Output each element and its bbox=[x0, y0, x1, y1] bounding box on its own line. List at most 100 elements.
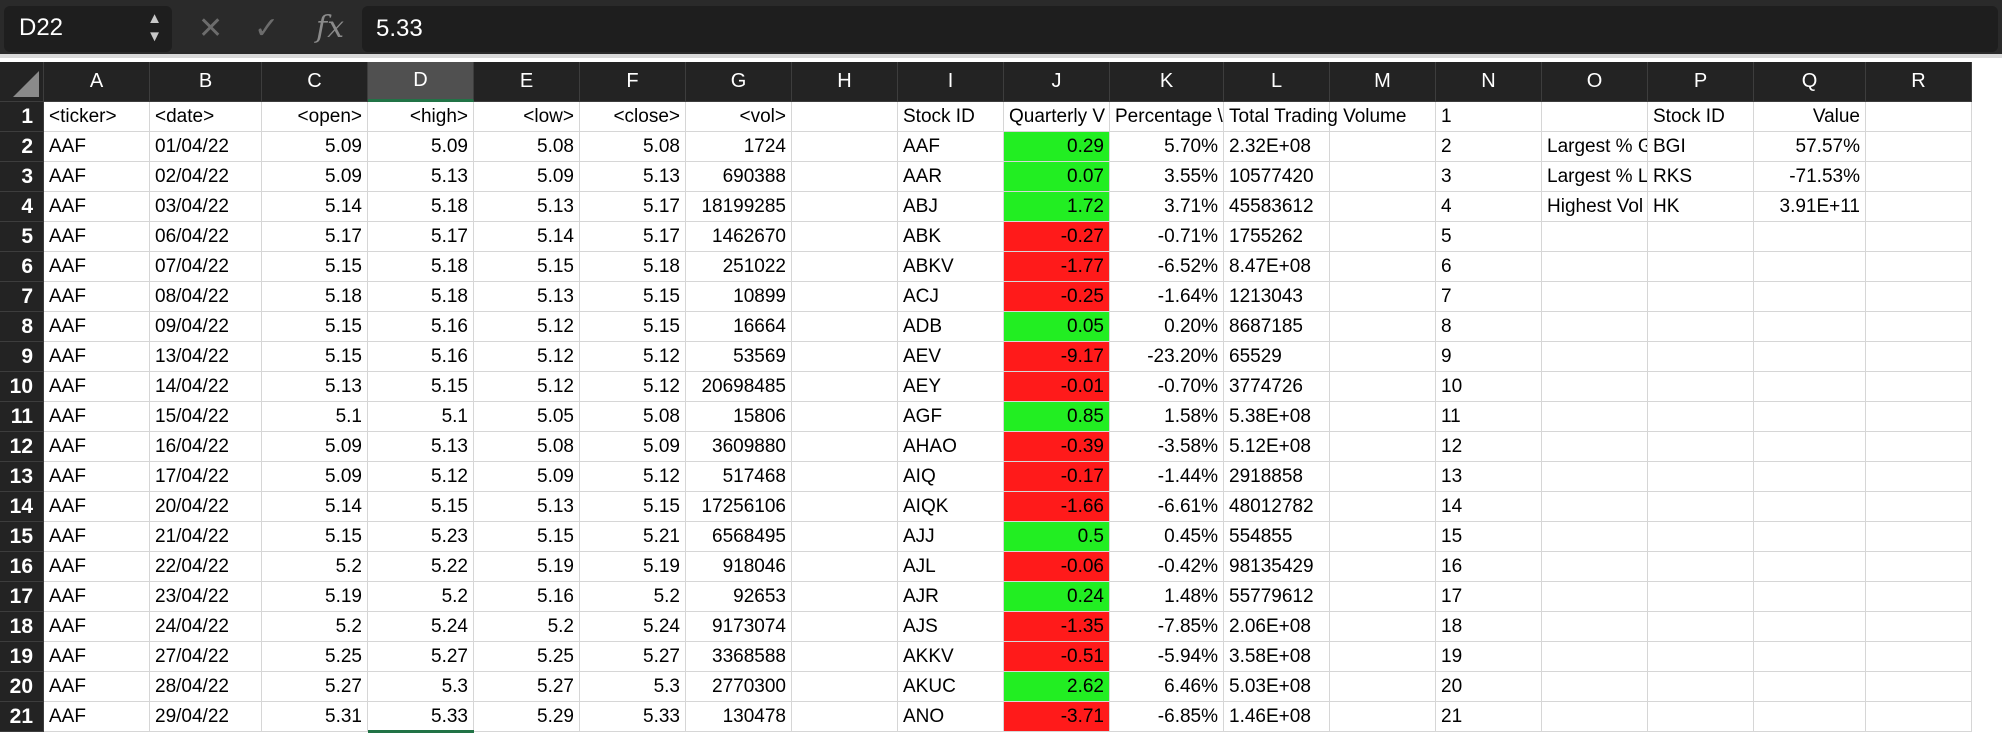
cell-q1[interactable]: Value bbox=[1754, 102, 1866, 132]
cell-l1[interactable]: Total Trading Volume bbox=[1224, 102, 1406, 132]
cell-h1[interactable] bbox=[792, 102, 898, 132]
cell-m5[interactable] bbox=[1330, 222, 1436, 252]
cell-n18[interactable]: 18 bbox=[1436, 612, 1542, 642]
cell-f4[interactable]: 5.17 bbox=[580, 192, 686, 222]
cell-j15[interactable]: 0.5 bbox=[1004, 522, 1110, 552]
cell-e14[interactable]: 5.13 bbox=[474, 492, 580, 522]
cell-f17[interactable]: 5.2 bbox=[580, 582, 686, 612]
cell-j18[interactable]: -1.35 bbox=[1004, 612, 1110, 642]
cell-r3[interactable] bbox=[1866, 162, 1972, 192]
row-header-16[interactable]: 16 bbox=[0, 552, 44, 582]
cell-f13[interactable]: 5.12 bbox=[580, 462, 686, 492]
cell-o2[interactable]: Largest % G bbox=[1542, 132, 1648, 162]
cell-h6[interactable] bbox=[792, 252, 898, 282]
cell-c9[interactable]: 5.15 bbox=[262, 342, 368, 372]
cell-j20[interactable]: 2.62 bbox=[1004, 672, 1110, 702]
cell-c10[interactable]: 5.13 bbox=[262, 372, 368, 402]
cell-l3[interactable]: 10577420 bbox=[1224, 162, 1330, 192]
cell-m16[interactable] bbox=[1330, 552, 1436, 582]
cell-a10[interactable]: AAF bbox=[44, 372, 150, 402]
cell-b5[interactable]: 06/04/22 bbox=[150, 222, 262, 252]
cell-d4[interactable]: 5.18 bbox=[368, 192, 474, 222]
cell-m19[interactable] bbox=[1330, 642, 1436, 672]
cell-p2[interactable]: BGI bbox=[1648, 132, 1754, 162]
cell-d17[interactable]: 5.2 bbox=[368, 582, 474, 612]
name-box[interactable]: D22 ▲ ▼ bbox=[4, 6, 172, 52]
cell-k3[interactable]: 3.55% bbox=[1110, 162, 1224, 192]
cell-c21[interactable]: 5.31 bbox=[262, 702, 368, 732]
cell-p12[interactable] bbox=[1648, 432, 1754, 462]
cell-i10[interactable]: AEY bbox=[898, 372, 1004, 402]
column-header-a[interactable]: A bbox=[44, 62, 150, 102]
cell-n5[interactable]: 5 bbox=[1436, 222, 1542, 252]
cell-g17[interactable]: 92653 bbox=[686, 582, 792, 612]
cell-d18[interactable]: 5.24 bbox=[368, 612, 474, 642]
cell-c18[interactable]: 5.2 bbox=[262, 612, 368, 642]
cell-l5[interactable]: 1755262 bbox=[1224, 222, 1330, 252]
cell-k7[interactable]: -1.64% bbox=[1110, 282, 1224, 312]
cell-b20[interactable]: 28/04/22 bbox=[150, 672, 262, 702]
cell-q3[interactable]: -71.53% bbox=[1754, 162, 1866, 192]
cell-h10[interactable] bbox=[792, 372, 898, 402]
cell-i14[interactable]: AIQK bbox=[898, 492, 1004, 522]
cell-r15[interactable] bbox=[1866, 522, 1972, 552]
cell-f8[interactable]: 5.15 bbox=[580, 312, 686, 342]
cell-r1[interactable] bbox=[1866, 102, 1972, 132]
cell-m18[interactable] bbox=[1330, 612, 1436, 642]
cell-r6[interactable] bbox=[1866, 252, 1972, 282]
row-header-13[interactable]: 13 bbox=[0, 462, 44, 492]
cell-f16[interactable]: 5.19 bbox=[580, 552, 686, 582]
row-header-12[interactable]: 12 bbox=[0, 432, 44, 462]
cell-c19[interactable]: 5.25 bbox=[262, 642, 368, 672]
cell-k6[interactable]: -6.52% bbox=[1110, 252, 1224, 282]
cell-h11[interactable] bbox=[792, 402, 898, 432]
cell-o20[interactable] bbox=[1542, 672, 1648, 702]
cell-i6[interactable]: ABKV bbox=[898, 252, 1004, 282]
cell-b11[interactable]: 15/04/22 bbox=[150, 402, 262, 432]
cell-e7[interactable]: 5.13 bbox=[474, 282, 580, 312]
cell-f3[interactable]: 5.13 bbox=[580, 162, 686, 192]
cell-d10[interactable]: 5.15 bbox=[368, 372, 474, 402]
cell-i2[interactable]: AAF bbox=[898, 132, 1004, 162]
cell-q20[interactable] bbox=[1754, 672, 1866, 702]
cell-e15[interactable]: 5.15 bbox=[474, 522, 580, 552]
cell-k12[interactable]: -3.58% bbox=[1110, 432, 1224, 462]
cell-p3[interactable]: RKS bbox=[1648, 162, 1754, 192]
cell-q8[interactable] bbox=[1754, 312, 1866, 342]
cell-j17[interactable]: 0.24 bbox=[1004, 582, 1110, 612]
cell-m1[interactable] bbox=[1330, 102, 1436, 132]
cell-r4[interactable] bbox=[1866, 192, 1972, 222]
cell-n15[interactable]: 15 bbox=[1436, 522, 1542, 552]
cell-j14[interactable]: -1.66 bbox=[1004, 492, 1110, 522]
cell-q10[interactable] bbox=[1754, 372, 1866, 402]
cell-c14[interactable]: 5.14 bbox=[262, 492, 368, 522]
cell-h19[interactable] bbox=[792, 642, 898, 672]
formula-input[interactable]: 5.33 bbox=[362, 6, 1998, 52]
cell-o4[interactable]: Highest Vol bbox=[1542, 192, 1648, 222]
column-header-q[interactable]: Q bbox=[1754, 62, 1866, 102]
cell-n2[interactable]: 2 bbox=[1436, 132, 1542, 162]
cell-a16[interactable]: AAF bbox=[44, 552, 150, 582]
cell-o15[interactable] bbox=[1542, 522, 1648, 552]
cell-h5[interactable] bbox=[792, 222, 898, 252]
cell-a20[interactable]: AAF bbox=[44, 672, 150, 702]
cell-o8[interactable] bbox=[1542, 312, 1648, 342]
cell-q16[interactable] bbox=[1754, 552, 1866, 582]
cell-a4[interactable]: AAF bbox=[44, 192, 150, 222]
cell-r7[interactable] bbox=[1866, 282, 1972, 312]
cell-h17[interactable] bbox=[792, 582, 898, 612]
cell-k1[interactable]: Percentage \ bbox=[1110, 102, 1224, 132]
cell-o3[interactable]: Largest % L bbox=[1542, 162, 1648, 192]
cell-d11[interactable]: 5.1 bbox=[368, 402, 474, 432]
cell-q6[interactable] bbox=[1754, 252, 1866, 282]
cell-o7[interactable] bbox=[1542, 282, 1648, 312]
cell-h20[interactable] bbox=[792, 672, 898, 702]
cell-l21[interactable]: 1.46E+08 bbox=[1224, 702, 1330, 732]
cell-i11[interactable]: AGF bbox=[898, 402, 1004, 432]
cell-p14[interactable] bbox=[1648, 492, 1754, 522]
cell-e3[interactable]: 5.09 bbox=[474, 162, 580, 192]
cell-o5[interactable] bbox=[1542, 222, 1648, 252]
cell-p20[interactable] bbox=[1648, 672, 1754, 702]
cell-k14[interactable]: -6.61% bbox=[1110, 492, 1224, 522]
cell-i18[interactable]: AJS bbox=[898, 612, 1004, 642]
